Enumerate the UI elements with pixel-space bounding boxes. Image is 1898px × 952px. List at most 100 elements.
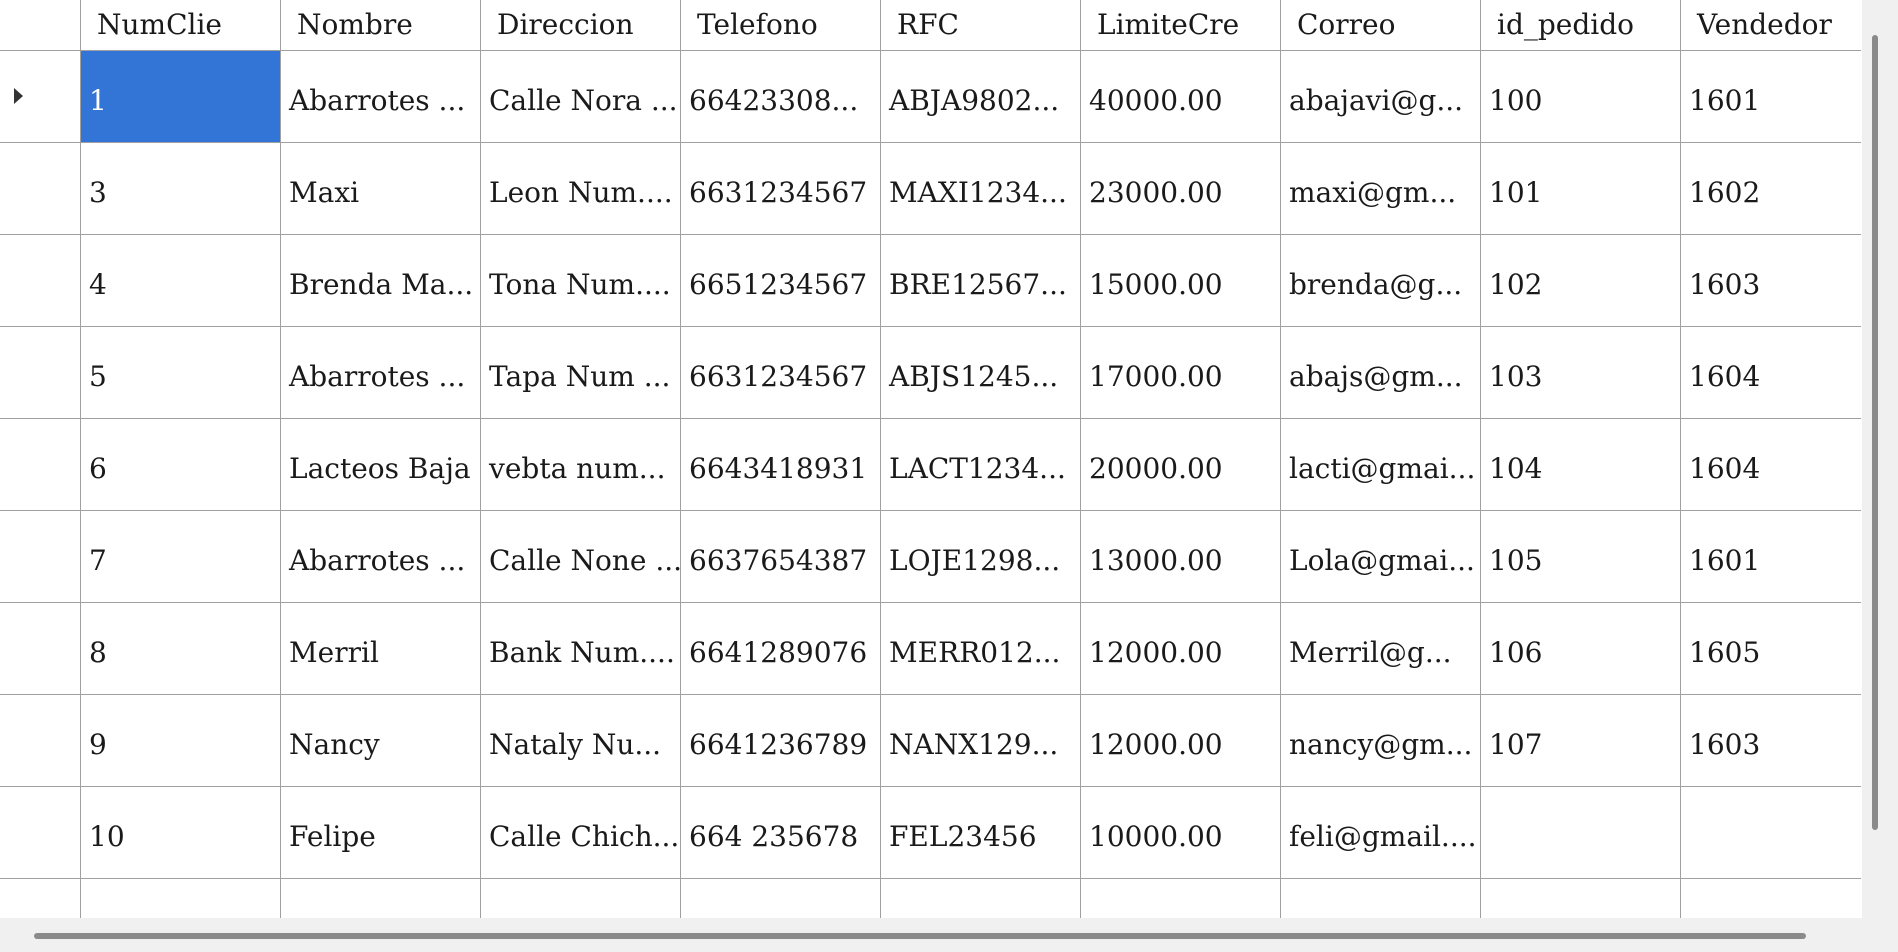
table-row[interactable] [0,879,1861,918]
cell-rfc[interactable]: FEL23456 [881,787,1081,879]
cell-correo[interactable]: Merril@g... [1281,603,1481,695]
cell-numclie[interactable] [81,879,281,918]
cell-correo[interactable]: abajs@gm... [1281,327,1481,419]
cell-nombre[interactable]: Felipe [281,787,481,879]
cell-direccion[interactable]: Nataly Nu... [481,695,681,787]
cell-limitecre[interactable]: 15000.00 [1081,235,1281,327]
cell-direccion[interactable] [481,879,681,918]
cell-nombre[interactable]: Abarrotes ... [281,511,481,603]
cell-telefono[interactable]: 6641289076 [681,603,881,695]
top-left-header-corner[interactable] [0,0,81,51]
cell-limitecre[interactable]: 40000.00 [1081,51,1281,143]
table-row[interactable]: 3 Maxi Leon Num.... 6631234567 MAXI1234... 23… [0,143,1861,235]
cell-nombre[interactable]: Maxi [281,143,481,235]
column-header-rfc[interactable]: RFC [881,0,1081,51]
cell-vendedor[interactable] [1681,787,1861,879]
column-header-telefono[interactable]: Telefono [681,0,881,51]
cell-nombre[interactable]: Merril [281,603,481,695]
cell-rfc[interactable]: LACT1234... [881,419,1081,511]
cell-telefono[interactable]: 6631234567 [681,327,881,419]
cell-numclie[interactable]: 8 [81,603,281,695]
column-header-id-pedido[interactable]: id_pedido [1481,0,1681,51]
cell-direccion[interactable]: Bank Num.... [481,603,681,695]
table-row[interactable]: 7 Abarrotes ... Calle None ... 6637654387 LO… [0,511,1861,603]
cell-vendedor[interactable]: 1605 [1681,603,1861,695]
column-header-numclie[interactable]: NumClie [81,0,281,51]
cell-telefono[interactable]: 6637654387 [681,511,881,603]
cell-correo[interactable]: Lola@gmai... [1281,511,1481,603]
row-header[interactable] [0,143,81,235]
cell-id-pedido[interactable] [1481,787,1681,879]
cell-limitecre[interactable]: 20000.00 [1081,419,1281,511]
row-header[interactable] [0,51,81,143]
vertical-scrollbar[interactable] [1872,35,1878,830]
cell-numclie[interactable]: 1 [81,51,281,143]
cell-direccion[interactable]: Calle Nora ... [481,51,681,143]
cell-vendedor[interactable]: 1604 [1681,419,1861,511]
table-row[interactable]: 5 Abarrotes ... Tapa Num ... 6631234567 ABJS… [0,327,1861,419]
cell-id-pedido[interactable]: 101 [1481,143,1681,235]
cell-telefono[interactable]: 6651234567 [681,235,881,327]
cell-numclie[interactable]: 10 [81,787,281,879]
table-row[interactable]: 4 Brenda Ma... Tona Num.... 6651234567 BRE12… [0,235,1861,327]
cell-id-pedido[interactable]: 105 [1481,511,1681,603]
cell-correo[interactable]: brenda@g... [1281,235,1481,327]
cell-numclie[interactable]: 3 [81,143,281,235]
cell-correo[interactable]: nancy@gm... [1281,695,1481,787]
cell-id-pedido[interactable]: 102 [1481,235,1681,327]
cell-numclie[interactable]: 4 [81,235,281,327]
cell-direccion[interactable]: Tapa Num ... [481,327,681,419]
cell-id-pedido[interactable]: 100 [1481,51,1681,143]
cell-nombre[interactable]: Abarrotes ... [281,327,481,419]
cell-direccion[interactable]: Calle Chich... [481,787,681,879]
row-header[interactable] [0,419,81,511]
cell-telefono[interactable] [681,879,881,918]
table-row[interactable]: 8 Merril Bank Num.... 6641289076 MERR012... 1… [0,603,1861,695]
row-header[interactable] [0,327,81,419]
cell-rfc[interactable]: ABJS1245... [881,327,1081,419]
cell-telefono[interactable]: 6631234567 [681,143,881,235]
cell-vendedor[interactable]: 1602 [1681,143,1861,235]
row-header[interactable] [0,603,81,695]
cell-limitecre[interactable]: 10000.00 [1081,787,1281,879]
column-header-correo[interactable]: Correo [1281,0,1481,51]
column-header-nombre[interactable]: Nombre [281,0,481,51]
table-row[interactable]: 1 Abarrotes ... Calle Nora ... 66423308... A… [0,51,1861,143]
cell-correo[interactable]: maxi@gm... [1281,143,1481,235]
cell-nombre[interactable]: Nancy [281,695,481,787]
cell-telefono[interactable]: 66423308... [681,51,881,143]
cell-id-pedido[interactable]: 103 [1481,327,1681,419]
cell-numclie[interactable]: 9 [81,695,281,787]
cell-vendedor[interactable]: 1604 [1681,327,1861,419]
cell-vendedor[interactable]: 1601 [1681,51,1861,143]
cell-limitecre[interactable]: 12000.00 [1081,603,1281,695]
row-header[interactable] [0,511,81,603]
cell-id-pedido[interactable]: 107 [1481,695,1681,787]
cell-nombre[interactable]: Abarrotes ... [281,51,481,143]
cell-id-pedido[interactable] [1481,879,1681,918]
cell-direccion[interactable]: Tona Num.... [481,235,681,327]
cell-correo[interactable]: feli@gmail.... [1281,787,1481,879]
cell-telefono[interactable]: 664 235678 [681,787,881,879]
cell-direccion[interactable]: vebta num... [481,419,681,511]
cell-rfc[interactable]: NANX129... [881,695,1081,787]
cell-telefono[interactable]: 6641236789 [681,695,881,787]
cell-limitecre[interactable]: 17000.00 [1081,327,1281,419]
cell-limitecre[interactable] [1081,879,1281,918]
table-row[interactable]: 10 Felipe Calle Chich... 664 235678 FEL23456… [0,787,1861,879]
cell-telefono[interactable]: 6643418931 [681,419,881,511]
column-header-limitecre[interactable]: LimiteCre [1081,0,1281,51]
cell-id-pedido[interactable]: 104 [1481,419,1681,511]
cell-correo[interactable]: lacti@gmai... [1281,419,1481,511]
cell-nombre[interactable]: Brenda Ma... [281,235,481,327]
row-header[interactable] [0,879,81,918]
cell-rfc[interactable]: BRE12567... [881,235,1081,327]
cell-nombre[interactable] [281,879,481,918]
cell-limitecre[interactable]: 13000.00 [1081,511,1281,603]
cell-direccion[interactable]: Calle None ... [481,511,681,603]
cell-correo[interactable]: abajavi@g... [1281,51,1481,143]
cell-vendedor[interactable] [1681,879,1861,918]
cell-direccion[interactable]: Leon Num.... [481,143,681,235]
column-header-direccion[interactable]: Direccion [481,0,681,51]
